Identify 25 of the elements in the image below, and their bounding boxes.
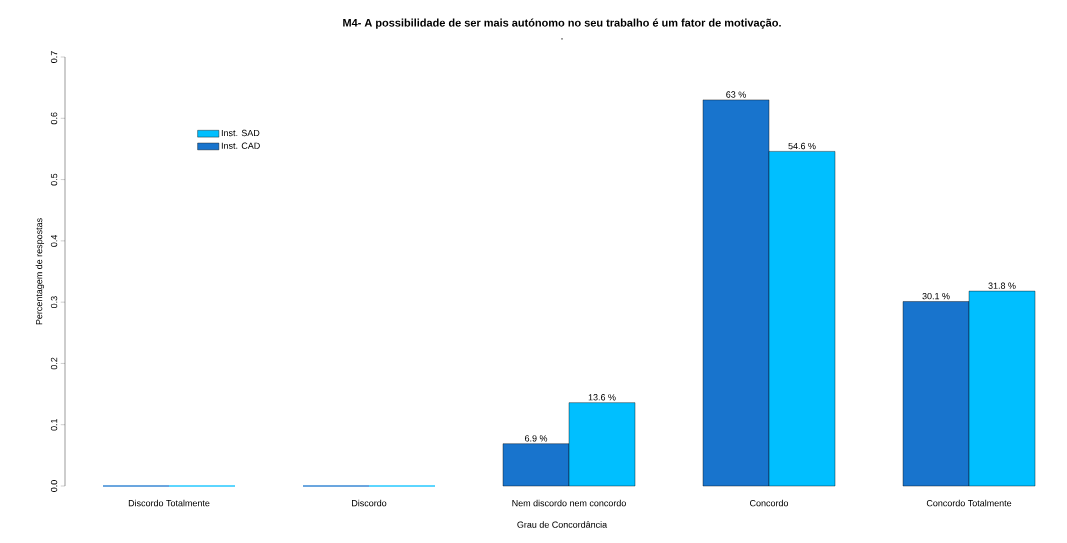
x-tick-label: Concordo Totalmente — [926, 499, 1012, 507]
data-label: 6.9 % — [525, 435, 548, 442]
data-label: 31.8 % — [988, 282, 1016, 289]
y-tick-label: 0.7 — [50, 51, 58, 63]
legend-label: Inst. CAD — [221, 142, 260, 149]
data-label: 63 % — [726, 91, 746, 98]
chart-subtitle: . — [561, 38, 563, 40]
data-label: 54.6 % — [788, 142, 816, 150]
data-label: 13.6 % — [588, 394, 616, 401]
y-tick-label: 0.4 — [50, 234, 58, 247]
x-tick-label: Nem discordo nem concordo — [512, 499, 626, 507]
chart-title: M4- A possibilidade de ser mais autónomo no seu trabalho é um fator de motivação. — [343, 18, 781, 29]
y-tick-label: 0.1 — [50, 418, 58, 431]
x-tick-label: Discordo Totalmente — [128, 499, 210, 507]
y-tick-label: 0.0 — [50, 480, 58, 492]
y-tick-label: 0.3 — [50, 296, 58, 309]
x-tick-label: Concordo — [750, 499, 789, 507]
y-tick-label: 0.6 — [50, 112, 58, 125]
x-tick-label: Discordo — [352, 499, 387, 507]
data-label: 30.1 % — [922, 292, 950, 300]
y-tick-label: 0.5 — [50, 173, 58, 186]
legend-label: Inst. SAD — [221, 129, 260, 137]
x-axis-title: Grau de Concordância — [517, 521, 608, 528]
y-axis-title: Percentagem de respostas — [35, 218, 45, 325]
y-tick-label: 0.2 — [50, 357, 58, 370]
